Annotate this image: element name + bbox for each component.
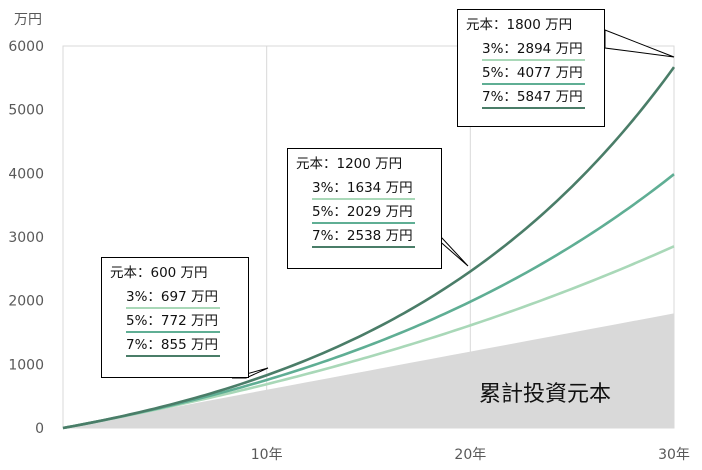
callout-10y-5pct: 5%：772 万円 <box>126 311 220 333</box>
callout-10y-7pct: 7%：855 万円 <box>126 335 220 357</box>
principal-area <box>63 313 674 428</box>
callout-20y-3pct: 3%：1634 万円 <box>312 178 415 200</box>
callout-20y-5pct: 5%：2029 万円 <box>312 202 415 224</box>
y-tick-label: 1000 <box>8 357 44 373</box>
callout-30y: 元本：1800 万円 3%：2894 万円 5%：4077 万円 7%：5847… <box>457 9 605 127</box>
y-tick-label: 6000 <box>8 39 44 55</box>
y-tick-label: 0 <box>35 421 44 437</box>
callout-30y-3pct: 3%：2894 万円 <box>482 39 585 61</box>
x-tick-label: 20年 <box>454 447 486 463</box>
callout-20y: 元本：1200 万円 3%：1634 万円 5%：2029 万円 7%：2538… <box>287 148 442 269</box>
y-tick-label: 5000 <box>8 103 44 119</box>
y-tick-label: 3000 <box>8 230 44 246</box>
callout-30y-7pct: 7%：5847 万円 <box>482 87 585 109</box>
y-tick-label: 2000 <box>8 294 44 310</box>
y-tick-label: 4000 <box>8 166 44 182</box>
callout-20y-principal: 元本：1200 万円 <box>296 156 403 172</box>
callout-30y-5pct: 5%：4077 万円 <box>482 63 585 85</box>
callout-20y-7pct: 7%：2538 万円 <box>312 226 415 248</box>
callout-pointer <box>604 29 675 58</box>
series-line-7pct <box>62 66 676 430</box>
callout-10y-3pct: 3%：697 万円 <box>126 287 220 309</box>
callout-10y-principal: 元本：600 万円 <box>110 265 208 281</box>
callout-30y-principal: 元本：1800 万円 <box>466 17 573 33</box>
principal-area-label: 累計投資元本 <box>479 382 611 407</box>
callout-10y: 元本：600 万円 3%：697 万円 5%：772 万円 7%：855 万円 <box>101 257 249 378</box>
x-tick-label: 10年 <box>251 447 283 463</box>
x-tick-label: 30年 <box>658 447 690 463</box>
y-unit-label: 万円 <box>14 12 42 28</box>
